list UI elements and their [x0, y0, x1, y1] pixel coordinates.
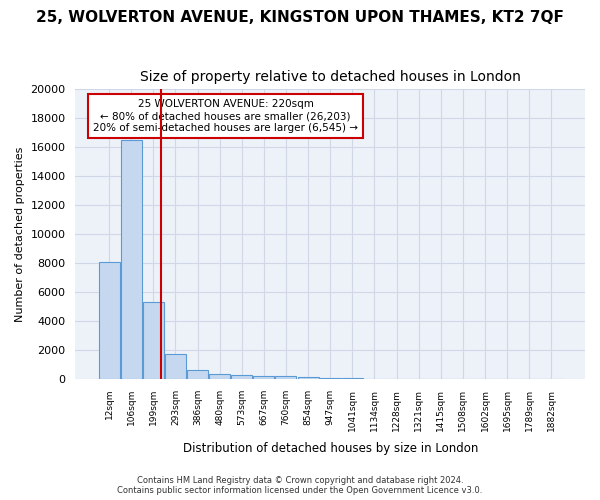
Bar — [231, 375, 252, 379]
Text: Contains HM Land Registry data © Crown copyright and database right 2024.
Contai: Contains HM Land Registry data © Crown c… — [118, 476, 482, 495]
Bar — [121, 140, 142, 379]
Bar — [320, 378, 341, 379]
X-axis label: Distribution of detached houses by size in London: Distribution of detached houses by size … — [182, 442, 478, 455]
Bar — [187, 370, 208, 379]
Bar — [364, 378, 385, 379]
Text: 25, WOLVERTON AVENUE, KINGSTON UPON THAMES, KT2 7QF: 25, WOLVERTON AVENUE, KINGSTON UPON THAM… — [36, 10, 564, 25]
Bar — [253, 376, 274, 379]
Y-axis label: Number of detached properties: Number of detached properties — [15, 146, 25, 322]
Bar — [143, 302, 164, 379]
Bar — [298, 376, 319, 379]
Bar — [342, 378, 363, 379]
Title: Size of property relative to detached houses in London: Size of property relative to detached ho… — [140, 70, 521, 84]
Bar — [275, 376, 296, 379]
Bar — [209, 374, 230, 379]
Bar — [98, 262, 119, 379]
Bar — [165, 354, 186, 379]
Text: 25 WOLVERTON AVENUE: 220sqm
← 80% of detached houses are smaller (26,203)
20% of: 25 WOLVERTON AVENUE: 220sqm ← 80% of det… — [93, 100, 358, 132]
